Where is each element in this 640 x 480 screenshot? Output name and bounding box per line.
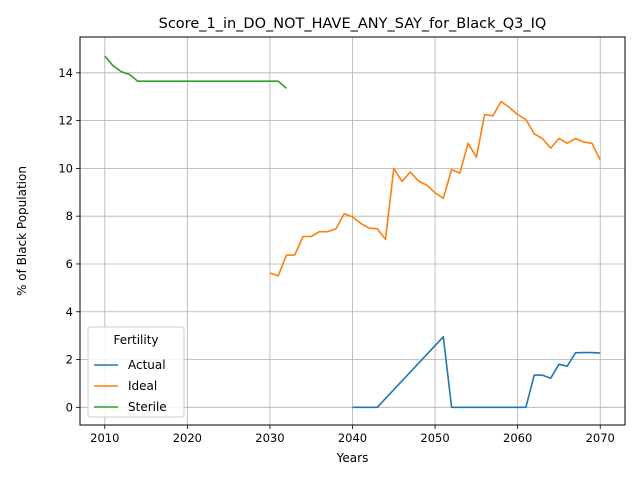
x-tick-label: 2030 <box>255 431 284 445</box>
y-tick-label: 0 <box>66 400 73 414</box>
grid <box>80 37 625 425</box>
x-axis-label: Years <box>336 451 369 465</box>
series-lines <box>104 55 601 409</box>
y-tick-label: 12 <box>58 114 73 128</box>
legend-label-sterile: Sterile <box>128 400 167 414</box>
axis-ticks: 2010 2020 2030 2040 2050 2060 2070 0 2 4 6 8 10 12 14 <box>58 66 615 445</box>
legend-label-actual: Actual <box>128 358 166 372</box>
y-tick-label: 14 <box>58 66 73 80</box>
y-tick-label: 8 <box>66 209 73 223</box>
x-tick-label: 2060 <box>503 431 532 445</box>
x-tick-label: 2020 <box>173 431 202 445</box>
chart-title: Score_1_in_DO_NOT_HAVE_ANY_SAY_for_Black… <box>159 16 547 32</box>
legend: Fertility Actual Ideal Sterile <box>87 326 185 418</box>
x-tick-label: 2010 <box>90 431 119 445</box>
y-tick-label: 6 <box>66 257 73 271</box>
series-line-ideal <box>269 100 601 277</box>
y-tick-label: 4 <box>66 305 73 319</box>
legend-title: Fertility <box>113 333 158 347</box>
x-tick-label: 2070 <box>586 431 615 445</box>
series-line-sterile <box>104 55 287 90</box>
y-axis-label: % of Black Population <box>15 166 29 296</box>
series-line-actual <box>352 335 601 409</box>
legend-label-ideal: Ideal <box>128 379 157 393</box>
x-tick-label: 2040 <box>338 431 367 445</box>
x-tick-label: 2050 <box>420 431 449 445</box>
y-tick-label: 2 <box>66 353 73 367</box>
legend-box <box>87 326 185 418</box>
y-tick-label: 10 <box>58 161 73 175</box>
